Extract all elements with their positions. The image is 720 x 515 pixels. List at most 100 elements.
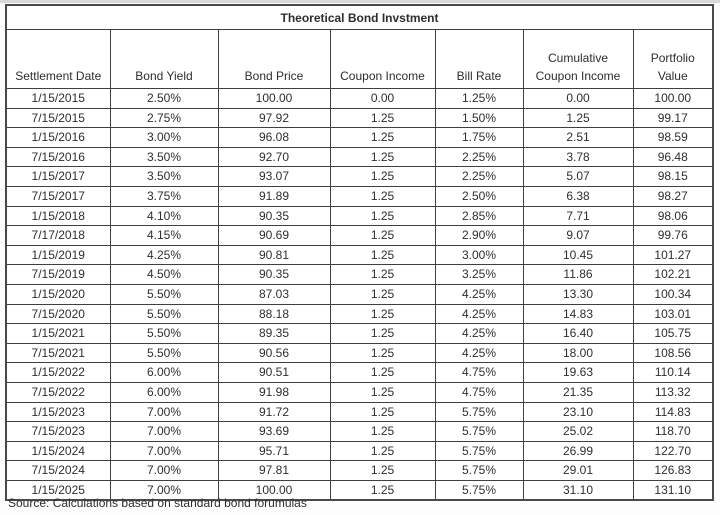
- cell: 2.51: [522, 127, 634, 148]
- cell: 95.71: [217, 440, 331, 462]
- cell: 102.21: [632, 264, 714, 285]
- cell: 5.75%: [434, 401, 524, 423]
- cell: 3.50%: [109, 146, 219, 168]
- cell: 5.75%: [434, 479, 524, 501]
- cell: 19.63: [522, 362, 634, 383]
- cell: 1.25: [329, 127, 436, 148]
- cell: 110.14: [632, 362, 714, 383]
- cell: 6.38: [522, 185, 634, 207]
- cell: 4.15%: [109, 225, 219, 246]
- cell: 5.75%: [434, 421, 524, 442]
- cell: 97.92: [217, 107, 331, 129]
- cell: 98.15: [632, 166, 714, 187]
- cell: 100.00: [632, 88, 714, 109]
- cell: 93.07: [217, 166, 331, 187]
- table-row: 7/15/2023 7.00% 93.69 1.25 5.75% 25.02 118.70: [5, 421, 714, 442]
- cell: 10.45: [522, 244, 634, 266]
- cell: 5.75%: [434, 440, 524, 462]
- cell: 6.00%: [109, 362, 219, 383]
- cell: 2.90%: [434, 225, 524, 246]
- cell: 131.10: [632, 479, 714, 501]
- cell: 96.08: [217, 127, 331, 148]
- table-row: 7/15/2015 2.75% 97.92 1.25 1.50% 1.25 99.17: [5, 107, 714, 129]
- cell: 3.50%: [109, 166, 219, 187]
- cell: 9.07: [522, 225, 634, 246]
- table-row: 1/15/2016 3.00% 96.08 1.25 1.75% 2.51 98.59: [5, 127, 714, 148]
- cell: 4.10%: [109, 205, 219, 227]
- cell: 105.75: [632, 323, 714, 344]
- table-row: 1/15/2020 5.50% 87.03 1.25 4.25% 13.30 100.34: [5, 283, 714, 305]
- cell: 1.25: [329, 401, 436, 423]
- column-header: Cumulative Coupon Income: [522, 29, 634, 89]
- cell: 97.81: [217, 460, 331, 481]
- cell: 7/15/2017: [5, 185, 111, 207]
- cell: 1.25: [329, 381, 436, 403]
- cell: 1.25: [329, 244, 436, 266]
- cell: 4.25%: [434, 342, 524, 364]
- cell: 100.00: [217, 479, 331, 501]
- cell: 100.34: [632, 283, 714, 305]
- cell: 7/15/2024: [5, 460, 111, 481]
- table-row: 1/15/2022 6.00% 90.51 1.25 4.75% 19.63 110.14: [5, 362, 714, 383]
- cell: 3.75%: [109, 185, 219, 207]
- cell: 5.50%: [109, 342, 219, 364]
- table-row: 1/15/2024 7.00% 95.71 1.25 5.75% 26.99 122.70: [5, 440, 714, 462]
- table-row: 7/15/2024 7.00% 97.81 1.25 5.75% 29.01 126.83: [5, 460, 714, 481]
- cell: 1.25: [329, 479, 436, 501]
- cell: 88.18: [217, 303, 331, 325]
- cell: 1/15/2020: [5, 283, 111, 305]
- column-header: Bond Yield: [109, 29, 219, 89]
- table-row: 7/15/2019 4.50% 90.35 1.25 3.25% 11.86 102.21: [5, 264, 714, 285]
- cell: 99.76: [632, 225, 714, 246]
- cell: 5.07: [522, 166, 634, 187]
- cell: 1.25: [329, 342, 436, 364]
- bond-investment-table: Theoretical Bond Invstment Settlement Da…: [5, 4, 714, 502]
- cell: 3.00%: [434, 244, 524, 266]
- cell: 93.69: [217, 421, 331, 442]
- cell: 92.70: [217, 146, 331, 168]
- cell: 2.25%: [434, 146, 524, 168]
- cell: 1.25: [329, 323, 436, 344]
- cell: 2.50%: [109, 88, 219, 109]
- cell: 1.25: [329, 166, 436, 187]
- cell: 5.50%: [109, 303, 219, 325]
- cell: 98.27: [632, 185, 714, 207]
- cell: 96.48: [632, 146, 714, 168]
- cell: 4.25%: [109, 244, 219, 266]
- cell: 13.30: [522, 283, 634, 305]
- cell: 1/15/2022: [5, 362, 111, 383]
- cell: 25.02: [522, 421, 634, 442]
- table-row: 7/15/2017 3.75% 91.89 1.25 2.50% 6.38 98.27: [5, 185, 714, 207]
- table-row: 1/15/2021 5.50% 89.35 1.25 4.25% 16.40 105.75: [5, 323, 714, 344]
- cell: 1/15/2016: [5, 127, 111, 148]
- cell: 5.50%: [109, 323, 219, 344]
- cell: 90.51: [217, 362, 331, 383]
- cell: 4.75%: [434, 362, 524, 383]
- column-header: Bond Price: [217, 29, 331, 89]
- cell: 99.17: [632, 107, 714, 129]
- cell: 1/15/2015: [5, 88, 111, 109]
- cell: 5.50%: [109, 283, 219, 305]
- cell: 3.25%: [434, 264, 524, 285]
- cell: 1.25: [522, 107, 634, 129]
- column-header: Portfolio Value: [632, 29, 714, 89]
- cell: 1.25: [329, 205, 436, 227]
- cell: 100.00: [217, 88, 331, 109]
- cell: 1.75%: [434, 127, 524, 148]
- table-row: 1/15/2018 4.10% 90.35 1.25 2.85% 7.71 98.06: [5, 205, 714, 227]
- cell: 1.50%: [434, 107, 524, 129]
- cell: 16.40: [522, 323, 634, 344]
- cell: 4.50%: [109, 264, 219, 285]
- cell: 7.00%: [109, 440, 219, 462]
- cell: 29.01: [522, 460, 634, 481]
- cell: 4.25%: [434, 323, 524, 344]
- cell: 21.35: [522, 381, 634, 403]
- table-row: 1/15/2019 4.25% 90.81 1.25 3.00% 10.45 101.27: [5, 244, 714, 266]
- header-row: Settlement Date Bond Yield Bond Price Coupo…: [5, 29, 714, 89]
- cell: 91.89: [217, 185, 331, 207]
- cell: 1/15/2023: [5, 401, 111, 423]
- cell: 101.27: [632, 244, 714, 266]
- cell: 2.85%: [434, 205, 524, 227]
- cell: 98.59: [632, 127, 714, 148]
- cell: 7/15/2022: [5, 381, 111, 403]
